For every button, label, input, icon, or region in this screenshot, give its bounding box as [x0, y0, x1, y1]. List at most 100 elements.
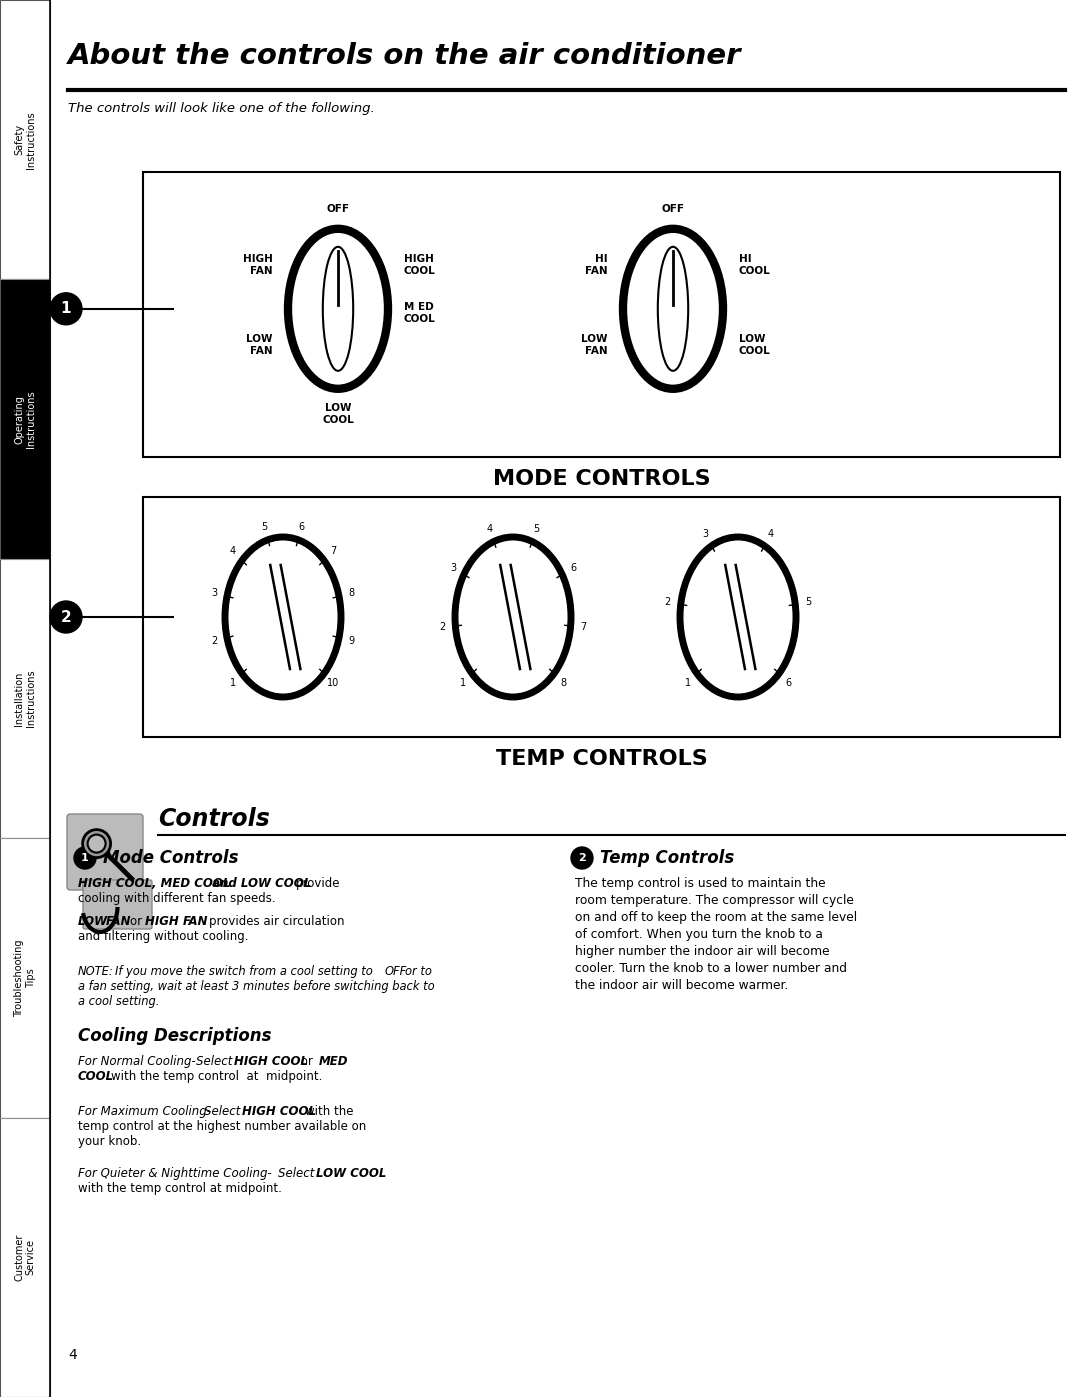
Ellipse shape	[680, 536, 796, 697]
Text: with the: with the	[305, 1105, 353, 1118]
Text: Cooling Descriptions: Cooling Descriptions	[78, 1027, 271, 1045]
Text: 4: 4	[230, 546, 235, 556]
FancyBboxPatch shape	[67, 814, 143, 890]
Text: 4: 4	[767, 529, 773, 539]
Text: Select: Select	[204, 1105, 244, 1118]
Text: 6: 6	[785, 678, 792, 687]
Text: FAN: FAN	[183, 915, 208, 928]
Text: 2: 2	[60, 609, 71, 624]
Text: Operating
Instructions: Operating Instructions	[14, 390, 36, 448]
Text: LOW: LOW	[78, 915, 108, 928]
Text: and LOW COOL: and LOW COOL	[208, 877, 311, 890]
Circle shape	[82, 830, 110, 858]
Text: About the controls on the air conditioner: About the controls on the air conditione…	[68, 42, 742, 70]
Text: a fan setting, wait at least 3 minutes before switching back to: a fan setting, wait at least 3 minutes b…	[78, 981, 434, 993]
Text: 3: 3	[450, 563, 456, 573]
Circle shape	[75, 847, 96, 869]
Text: temp control at the highest number available on: temp control at the highest number avail…	[78, 1120, 366, 1133]
Text: 1: 1	[60, 302, 71, 316]
Bar	[0, 279, 50, 559]
Text: 1: 1	[81, 854, 89, 863]
Text: 2: 2	[440, 623, 446, 633]
Text: Safety
Instructions: Safety Instructions	[14, 110, 36, 169]
Text: HI
COOL: HI COOL	[739, 254, 770, 275]
Text: 1: 1	[230, 678, 235, 687]
Text: HIGH
COOL: HIGH COOL	[404, 254, 435, 275]
Text: Customer
Service: Customer Service	[14, 1234, 36, 1281]
Text: Mode Controls: Mode Controls	[103, 849, 239, 868]
Text: 3: 3	[703, 529, 708, 539]
Text: 8: 8	[349, 588, 354, 598]
Text: LOW COOL: LOW COOL	[316, 1166, 387, 1180]
Text: Select: Select	[195, 1055, 237, 1067]
Text: 10: 10	[327, 678, 339, 687]
Text: MED: MED	[319, 1055, 349, 1067]
FancyBboxPatch shape	[83, 880, 152, 929]
Bar	[0, 0, 50, 279]
Text: 1: 1	[685, 678, 691, 687]
Text: HIGH
FAN: HIGH FAN	[243, 254, 272, 275]
Text: COOL: COOL	[78, 1070, 114, 1083]
Text: 9: 9	[349, 636, 354, 645]
Text: The controls will look like one of the following.: The controls will look like one of the f…	[68, 102, 375, 115]
Circle shape	[571, 847, 593, 869]
Ellipse shape	[225, 536, 341, 697]
Circle shape	[50, 293, 82, 324]
Text: HI
FAN: HI FAN	[584, 254, 607, 275]
Text: HIGH COOL, MED COOL: HIGH COOL, MED COOL	[78, 877, 230, 890]
Text: NOTE:: NOTE:	[78, 965, 113, 978]
Text: 4: 4	[486, 524, 492, 534]
Ellipse shape	[658, 247, 688, 370]
Text: 2: 2	[578, 854, 585, 863]
Text: 4: 4	[68, 1348, 77, 1362]
Text: 6: 6	[298, 522, 305, 532]
Text: LOW
FAN: LOW FAN	[246, 334, 272, 356]
Circle shape	[50, 601, 82, 633]
Text: MODE CONTROLS: MODE CONTROLS	[492, 469, 711, 489]
Text: a cool setting.: a cool setting.	[78, 995, 160, 1009]
Text: If you move the switch from a cool setting to: If you move the switch from a cool setti…	[114, 965, 376, 978]
Bar	[143, 497, 1059, 738]
Text: 2: 2	[665, 598, 671, 608]
Text: TEMP CONTROLS: TEMP CONTROLS	[496, 749, 707, 768]
Text: 5: 5	[534, 524, 540, 534]
Text: 7: 7	[330, 546, 336, 556]
Circle shape	[87, 834, 106, 852]
Text: OFF: OFF	[326, 204, 350, 214]
Text: OFF: OFF	[661, 204, 685, 214]
Text: HIGH COOL: HIGH COOL	[242, 1105, 316, 1118]
Text: The temp control is used to maintain the
room temperature. The compressor will c: The temp control is used to maintain the…	[575, 877, 858, 992]
Text: For Maximum Cooling-: For Maximum Cooling-	[78, 1105, 211, 1118]
Ellipse shape	[455, 536, 571, 697]
Text: Troubleshooting
Tips: Troubleshooting Tips	[14, 939, 36, 1017]
Text: 6: 6	[570, 563, 576, 573]
Ellipse shape	[288, 229, 388, 388]
Text: and filtering without cooling.: and filtering without cooling.	[78, 930, 248, 943]
Bar	[143, 172, 1059, 457]
Text: Temp Controls: Temp Controls	[600, 849, 734, 868]
Text: LOW
FAN: LOW FAN	[581, 334, 607, 356]
Text: LOW
COOL: LOW COOL	[739, 334, 770, 356]
Text: your knob.: your knob.	[78, 1134, 141, 1148]
Ellipse shape	[323, 247, 353, 370]
Text: 3: 3	[212, 588, 217, 598]
Bar	[0, 559, 50, 838]
Text: with the temp control at midpoint.: with the temp control at midpoint.	[78, 1182, 282, 1194]
Text: provides air circulation: provides air circulation	[210, 915, 345, 928]
Text: LOW
COOL: LOW COOL	[322, 404, 354, 425]
Text: OFF: OFF	[384, 965, 407, 978]
Text: 5: 5	[261, 522, 268, 532]
Text: or to: or to	[405, 965, 432, 978]
Text: with the temp control  at  midpoint.: with the temp control at midpoint.	[111, 1070, 322, 1083]
Text: FAN: FAN	[106, 915, 132, 928]
Bar	[0, 1118, 50, 1397]
Text: M ED
COOL: M ED COOL	[404, 302, 435, 324]
Text: 1: 1	[460, 678, 465, 687]
Text: For Normal Cooling-: For Normal Cooling-	[78, 1055, 195, 1067]
Text: For Quieter & Nighttime Cooling-: For Quieter & Nighttime Cooling-	[78, 1166, 272, 1180]
Text: 7: 7	[580, 623, 586, 633]
Text: cooling with different fan speeds.: cooling with different fan speeds.	[78, 893, 275, 905]
Text: 2: 2	[212, 636, 217, 645]
Text: HIGH COOL: HIGH COOL	[234, 1055, 308, 1067]
Text: or: or	[297, 1055, 316, 1067]
